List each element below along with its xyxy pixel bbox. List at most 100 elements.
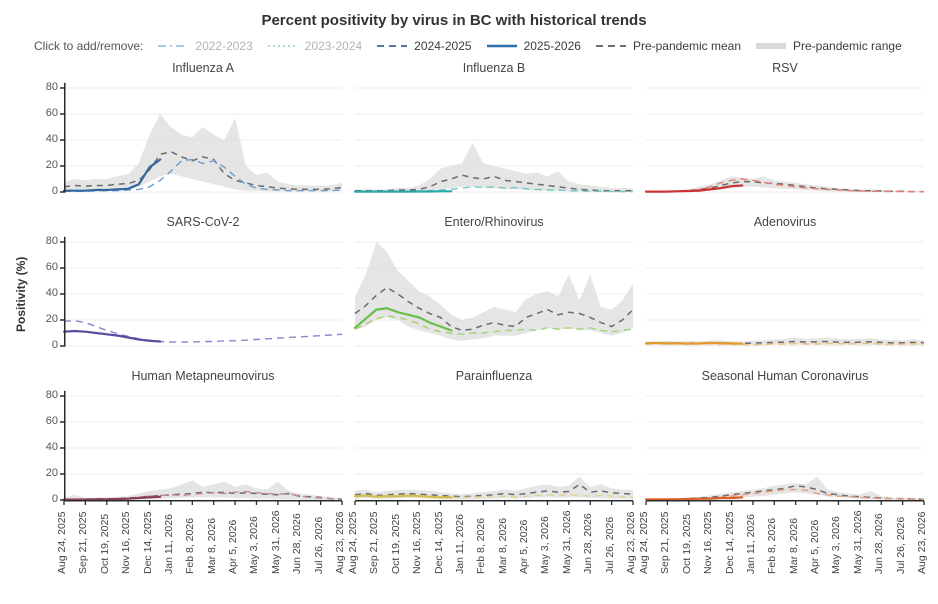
line-swatch-icon	[595, 45, 626, 47]
x-tick-label: Jun 28, 2026	[873, 513, 886, 574]
legend-item-label: Pre-pandemic mean	[632, 39, 742, 53]
pre-pandemic-mean-line	[354, 483, 634, 498]
season-2025-2026-line	[644, 184, 744, 193]
x-tick-label: Sep 21, 2025	[368, 511, 381, 574]
x-tick-label: May 3, 2026	[830, 516, 843, 574]
facet-seasonal-human-coronavirus: Seasonal Human Coronavirus Aug 24, 2025 Se…	[638, 369, 928, 574]
x-tick-label: Feb 8, 2026	[475, 517, 488, 574]
y-tick-label: 60	[45, 261, 58, 273]
x-tick-label: May 3, 2026	[248, 516, 261, 574]
pre-pandemic-range-band	[355, 142, 633, 192]
facet-title: RSV	[772, 61, 798, 75]
y-tick-label: 20	[45, 313, 58, 325]
x-tick-label: Nov 16, 2025	[411, 511, 424, 574]
line-swatch-icon	[158, 45, 189, 47]
y-tick-label: 0	[51, 185, 58, 197]
season-2025-2026-line	[644, 341, 744, 345]
x-tick-label: Dec 14, 2025	[432, 511, 445, 574]
pre-pandemic-range-band	[355, 476, 633, 500]
x-tick-label: Aug 23, 2026	[625, 511, 637, 574]
y-tick-label: 60	[45, 415, 58, 427]
season-2025-2026-line	[62, 158, 162, 192]
y-tick-label: 20	[45, 467, 58, 479]
x-tick-label: Dec 14, 2025	[723, 511, 736, 574]
facet-influenza-b: Influenza B	[353, 61, 634, 198]
legend-item-label: 2022-2023	[195, 39, 253, 53]
facet-title: Parainfluenza	[455, 369, 533, 383]
facet-title: Adenovirus	[753, 215, 817, 229]
legend-item-2024-2025[interactable]: 2024-2025	[376, 39, 472, 53]
x-tick-label: May 3, 2026	[539, 516, 552, 574]
y-tick-label: 0	[51, 493, 58, 505]
x-tick-label: Feb 8, 2026	[766, 517, 779, 574]
season-2024-2025-line	[355, 186, 634, 193]
facet-plot	[353, 395, 634, 505]
x-tick-label: Aug 24, 2025	[56, 511, 68, 574]
x-tick-label: Apr 5, 2026	[809, 519, 822, 574]
pre-pandemic-range-band	[355, 242, 633, 341]
pre-pandemic-mean-line	[63, 150, 343, 191]
facet-entero-rhinovirus: Entero/Rhinovirus	[353, 215, 634, 352]
x-tick-label: Jan 11, 2026	[453, 514, 466, 574]
facet-sars-cov-2: SARS-CoV-2 0 20 40 60 80	[46, 215, 343, 352]
season-2024-2025-line	[646, 488, 924, 501]
x-tick-label: Jul 26, 2026	[603, 516, 616, 574]
x-tick-label: Jun 28, 2026	[291, 513, 304, 574]
legend-item-pre-pandemic-range[interactable]: Pre-pandemic range	[755, 39, 902, 53]
x-tick-label: Mar 8, 2026	[496, 517, 509, 574]
facet-title: Seasonal Human Coronavirus	[701, 369, 869, 383]
season-2024-2025-line	[64, 158, 343, 193]
legend-item-pre-pandemic-mean[interactable]: Pre-pandemic mean	[595, 39, 741, 53]
season-2024-2025-line	[354, 315, 634, 336]
season-2024-2025-line	[63, 319, 343, 343]
line-swatch-icon	[377, 45, 408, 47]
y-tick-label: 0	[51, 339, 58, 351]
facet-plot	[60, 236, 343, 347]
x-tick-label: May 31, 2026	[560, 510, 573, 574]
x-tick-label: Mar 8, 2026	[787, 517, 800, 574]
facet-rsv: RSV	[644, 61, 924, 198]
x-tick-label: Apr 5, 2026	[518, 519, 531, 574]
facet-plot	[644, 87, 924, 193]
legend-item-label: 2023-2024	[304, 39, 363, 53]
y-tick-label: 80	[45, 389, 58, 401]
y-tick-label: 80	[45, 235, 58, 247]
legend-item-2023-2024[interactable]: 2023-2024	[267, 39, 362, 53]
legend-prompt: Click to add/remove:	[34, 39, 144, 53]
season-2024-2025-line	[645, 342, 925, 346]
y-tick-label: 80	[45, 81, 58, 93]
facet-title: Human Metapneumovirus	[131, 369, 275, 383]
y-tick-label: 40	[45, 287, 58, 299]
x-tick-label: Jan 11, 2026	[162, 514, 175, 574]
legend-item-2025-2026[interactable]: 2025-2026	[486, 39, 581, 53]
facet-plot	[60, 82, 343, 193]
y-tick-label: 20	[45, 159, 58, 171]
season-2024-2025-line	[63, 490, 343, 501]
season-2025-2026-line	[644, 496, 744, 501]
pre-pandemic-mean-line	[354, 286, 634, 332]
legend-item-label: 2024-2025	[414, 39, 472, 53]
facet-title: Influenza A	[172, 61, 234, 75]
facet-influenza-a: Influenza A 0 20 40 60 80	[46, 61, 343, 198]
x-tick-label: Jan 11, 2026	[744, 514, 757, 574]
x-tick-label: Aug 24, 2025	[347, 511, 359, 574]
facet-title: Entero/Rhinovirus	[444, 215, 544, 229]
y-tick-label: 60	[45, 107, 58, 119]
season-2025-2026-line	[353, 494, 453, 499]
x-tick-label: Apr 5, 2026	[227, 519, 240, 574]
x-tick-label: Sep 21, 2025	[659, 511, 672, 574]
facet-plot	[644, 395, 925, 505]
x-tick-label: Jul 26, 2026	[894, 516, 907, 574]
x-tick-label: May 31, 2026	[851, 510, 864, 574]
legend-item-2022-2023[interactable]: 2022-2023	[157, 39, 253, 53]
x-tick-label: Sep 21, 2025	[77, 511, 90, 574]
facet-plot	[353, 241, 634, 347]
line-swatch-icon	[486, 44, 517, 48]
pre-pandemic-mean-line	[355, 174, 633, 192]
line-swatch-icon	[267, 45, 298, 47]
pre-pandemic-range-band	[646, 176, 924, 192]
facet-human-metapneumovirus: Human Metapneumovirus 0 20 40 60 80 Aug 24, 20…	[46, 369, 346, 574]
legend-item-label: 2025-2026	[523, 39, 581, 53]
season-2025-2026-line	[62, 495, 162, 501]
pre-pandemic-range-band	[64, 114, 342, 192]
